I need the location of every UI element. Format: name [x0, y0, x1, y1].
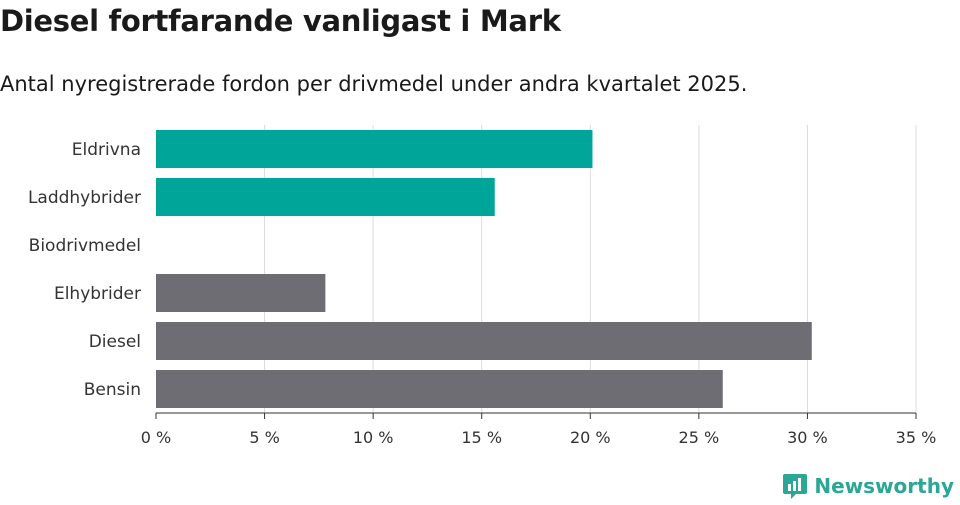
x-tick-label: 15 %: [461, 428, 502, 447]
category-labels: Eldrivna Laddhybrider Biodrivmedel Elhybrid…: [28, 140, 141, 400]
category-label: Diesel: [89, 332, 141, 352]
newsworthy-logo-icon: [783, 474, 808, 499]
bar: [156, 370, 723, 408]
x-axis: 0 % 5 % 10 % 15 % 20 % 25 % 30 % 35 %: [141, 412, 937, 447]
bar: [156, 178, 495, 216]
bar: [156, 130, 593, 168]
brand-logo: Newsworthy: [782, 471, 954, 501]
bars: [156, 130, 812, 408]
x-tick-label: 0 %: [141, 428, 171, 447]
category-label: Bensin: [84, 380, 141, 400]
chart-subtitle: Antal nyregistrerade fordon per drivmede…: [0, 72, 748, 96]
bar-chart: Eldrivna Laddhybrider Biodrivmedel Elhybrid…: [28, 125, 937, 447]
x-tick-label: 30 %: [787, 428, 828, 447]
x-tick-label: 10 %: [353, 428, 394, 447]
category-label: Eldrivna: [72, 140, 141, 160]
bar: [156, 274, 326, 312]
chart-title: Diesel fortfarande vanligast i Mark: [0, 4, 561, 38]
brand-name: Newsworthy: [814, 474, 954, 498]
category-label: Elhybrider: [54, 284, 141, 304]
x-tick-label: 20 %: [570, 428, 611, 447]
category-label: Laddhybrider: [28, 188, 141, 208]
grid-lines: [264, 125, 917, 413]
x-tick-label: 35 %: [896, 428, 937, 447]
bar: [156, 322, 812, 360]
category-label: Biodrivmedel: [29, 236, 141, 256]
x-tick-label: 5 %: [249, 428, 279, 447]
x-tick-label: 25 %: [679, 428, 720, 447]
